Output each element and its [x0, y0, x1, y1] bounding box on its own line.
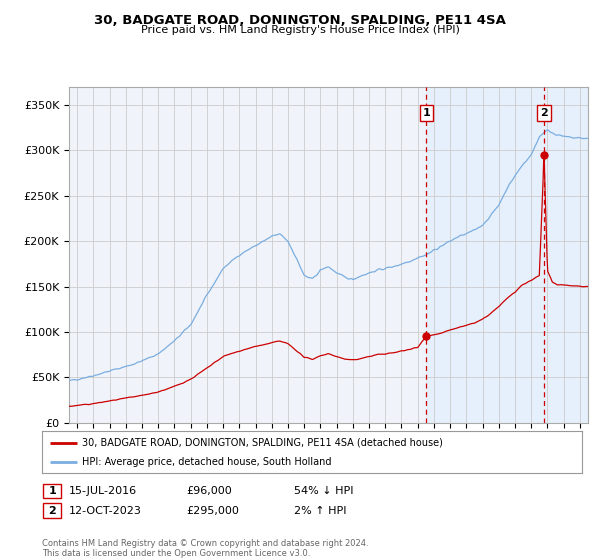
Text: HPI: Average price, detached house, South Holland: HPI: Average price, detached house, Sout… [83, 457, 332, 467]
Text: 1: 1 [49, 486, 56, 496]
Text: 2: 2 [49, 506, 56, 516]
Text: 2% ↑ HPI: 2% ↑ HPI [294, 506, 347, 516]
Text: £96,000: £96,000 [186, 486, 232, 496]
Text: 1: 1 [422, 108, 430, 118]
Text: Contains HM Land Registry data © Crown copyright and database right 2024.
This d: Contains HM Land Registry data © Crown c… [42, 539, 368, 558]
Text: Price paid vs. HM Land Registry's House Price Index (HPI): Price paid vs. HM Land Registry's House … [140, 25, 460, 35]
Text: 2: 2 [540, 108, 548, 118]
Text: 12-OCT-2023: 12-OCT-2023 [69, 506, 142, 516]
Text: 15-JUL-2016: 15-JUL-2016 [69, 486, 137, 496]
Text: 30, BADGATE ROAD, DONINGTON, SPALDING, PE11 4SA: 30, BADGATE ROAD, DONINGTON, SPALDING, P… [94, 14, 506, 27]
Text: 30, BADGATE ROAD, DONINGTON, SPALDING, PE11 4SA (detached house): 30, BADGATE ROAD, DONINGTON, SPALDING, P… [83, 437, 443, 447]
Bar [427, 87, 588, 423]
Text: 54% ↓ HPI: 54% ↓ HPI [294, 486, 353, 496]
Text: £295,000: £295,000 [186, 506, 239, 516]
